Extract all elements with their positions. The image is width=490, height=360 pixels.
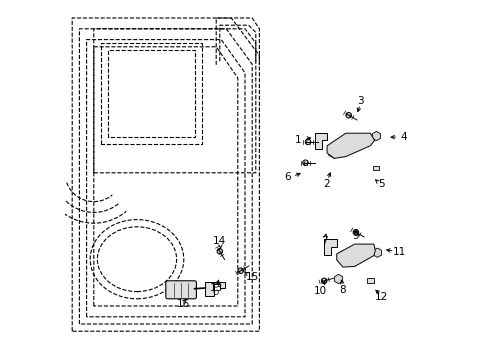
Bar bbox=[368, 278, 374, 283]
Polygon shape bbox=[329, 145, 340, 158]
Polygon shape bbox=[315, 133, 327, 149]
Circle shape bbox=[353, 229, 359, 235]
Text: 16: 16 bbox=[177, 299, 191, 309]
Circle shape bbox=[346, 112, 351, 118]
Polygon shape bbox=[372, 131, 380, 141]
Circle shape bbox=[217, 248, 222, 254]
Text: 7: 7 bbox=[321, 236, 327, 246]
Polygon shape bbox=[335, 274, 343, 284]
Text: 4: 4 bbox=[400, 132, 407, 142]
Text: 12: 12 bbox=[375, 292, 389, 302]
Text: 1: 1 bbox=[295, 135, 301, 145]
Circle shape bbox=[238, 268, 244, 274]
Circle shape bbox=[321, 278, 327, 284]
Text: 10: 10 bbox=[314, 285, 327, 296]
Circle shape bbox=[303, 160, 308, 166]
Polygon shape bbox=[337, 251, 348, 264]
Text: 9: 9 bbox=[353, 231, 359, 241]
Text: 2: 2 bbox=[323, 179, 330, 189]
Text: 5: 5 bbox=[378, 179, 385, 189]
Circle shape bbox=[305, 139, 311, 145]
Text: 14: 14 bbox=[213, 236, 226, 246]
FancyBboxPatch shape bbox=[166, 281, 196, 299]
Polygon shape bbox=[327, 133, 374, 158]
Polygon shape bbox=[373, 248, 382, 257]
Text: 8: 8 bbox=[339, 285, 345, 295]
Text: 15: 15 bbox=[245, 272, 259, 282]
Text: 13: 13 bbox=[210, 283, 223, 293]
Text: 11: 11 bbox=[393, 247, 406, 257]
Text: 3: 3 bbox=[357, 96, 364, 106]
Polygon shape bbox=[337, 244, 375, 267]
Text: 6: 6 bbox=[284, 172, 291, 182]
Bar bbox=[373, 166, 379, 170]
Polygon shape bbox=[205, 282, 225, 296]
Polygon shape bbox=[324, 239, 337, 255]
